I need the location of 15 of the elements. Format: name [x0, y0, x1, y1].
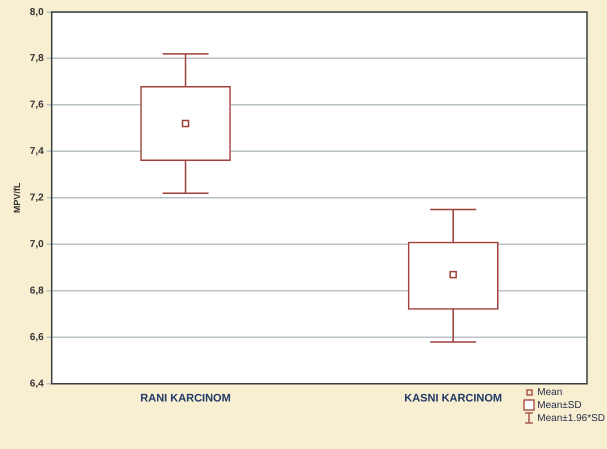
y-tick-label: 7,0 — [30, 239, 44, 250]
y-tick-label: 6,6 — [30, 332, 44, 344]
text: Mean±1.96*SD — [537, 412, 605, 425]
y-tick-label: 6,8 — [30, 286, 44, 297]
y-tick-label: 7,4 — [30, 146, 44, 158]
text: Mean±SD — [537, 398, 582, 412]
y-axis-title: MPV/fL — [12, 182, 22, 214]
y-tick-label: 6,4 — [30, 378, 44, 390]
y-tick-label: 8,0 — [30, 6, 44, 18]
x-tick-label: KASNI KARCINOM — [404, 392, 502, 404]
y-tick-label: 7,6 — [30, 100, 44, 111]
text: Mean — [537, 386, 562, 399]
y-tick-label: 7,2 — [30, 192, 44, 204]
y-tick-label: 7,8 — [30, 53, 44, 64]
x-tick-label: RANI KARCINOM — [140, 392, 231, 404]
